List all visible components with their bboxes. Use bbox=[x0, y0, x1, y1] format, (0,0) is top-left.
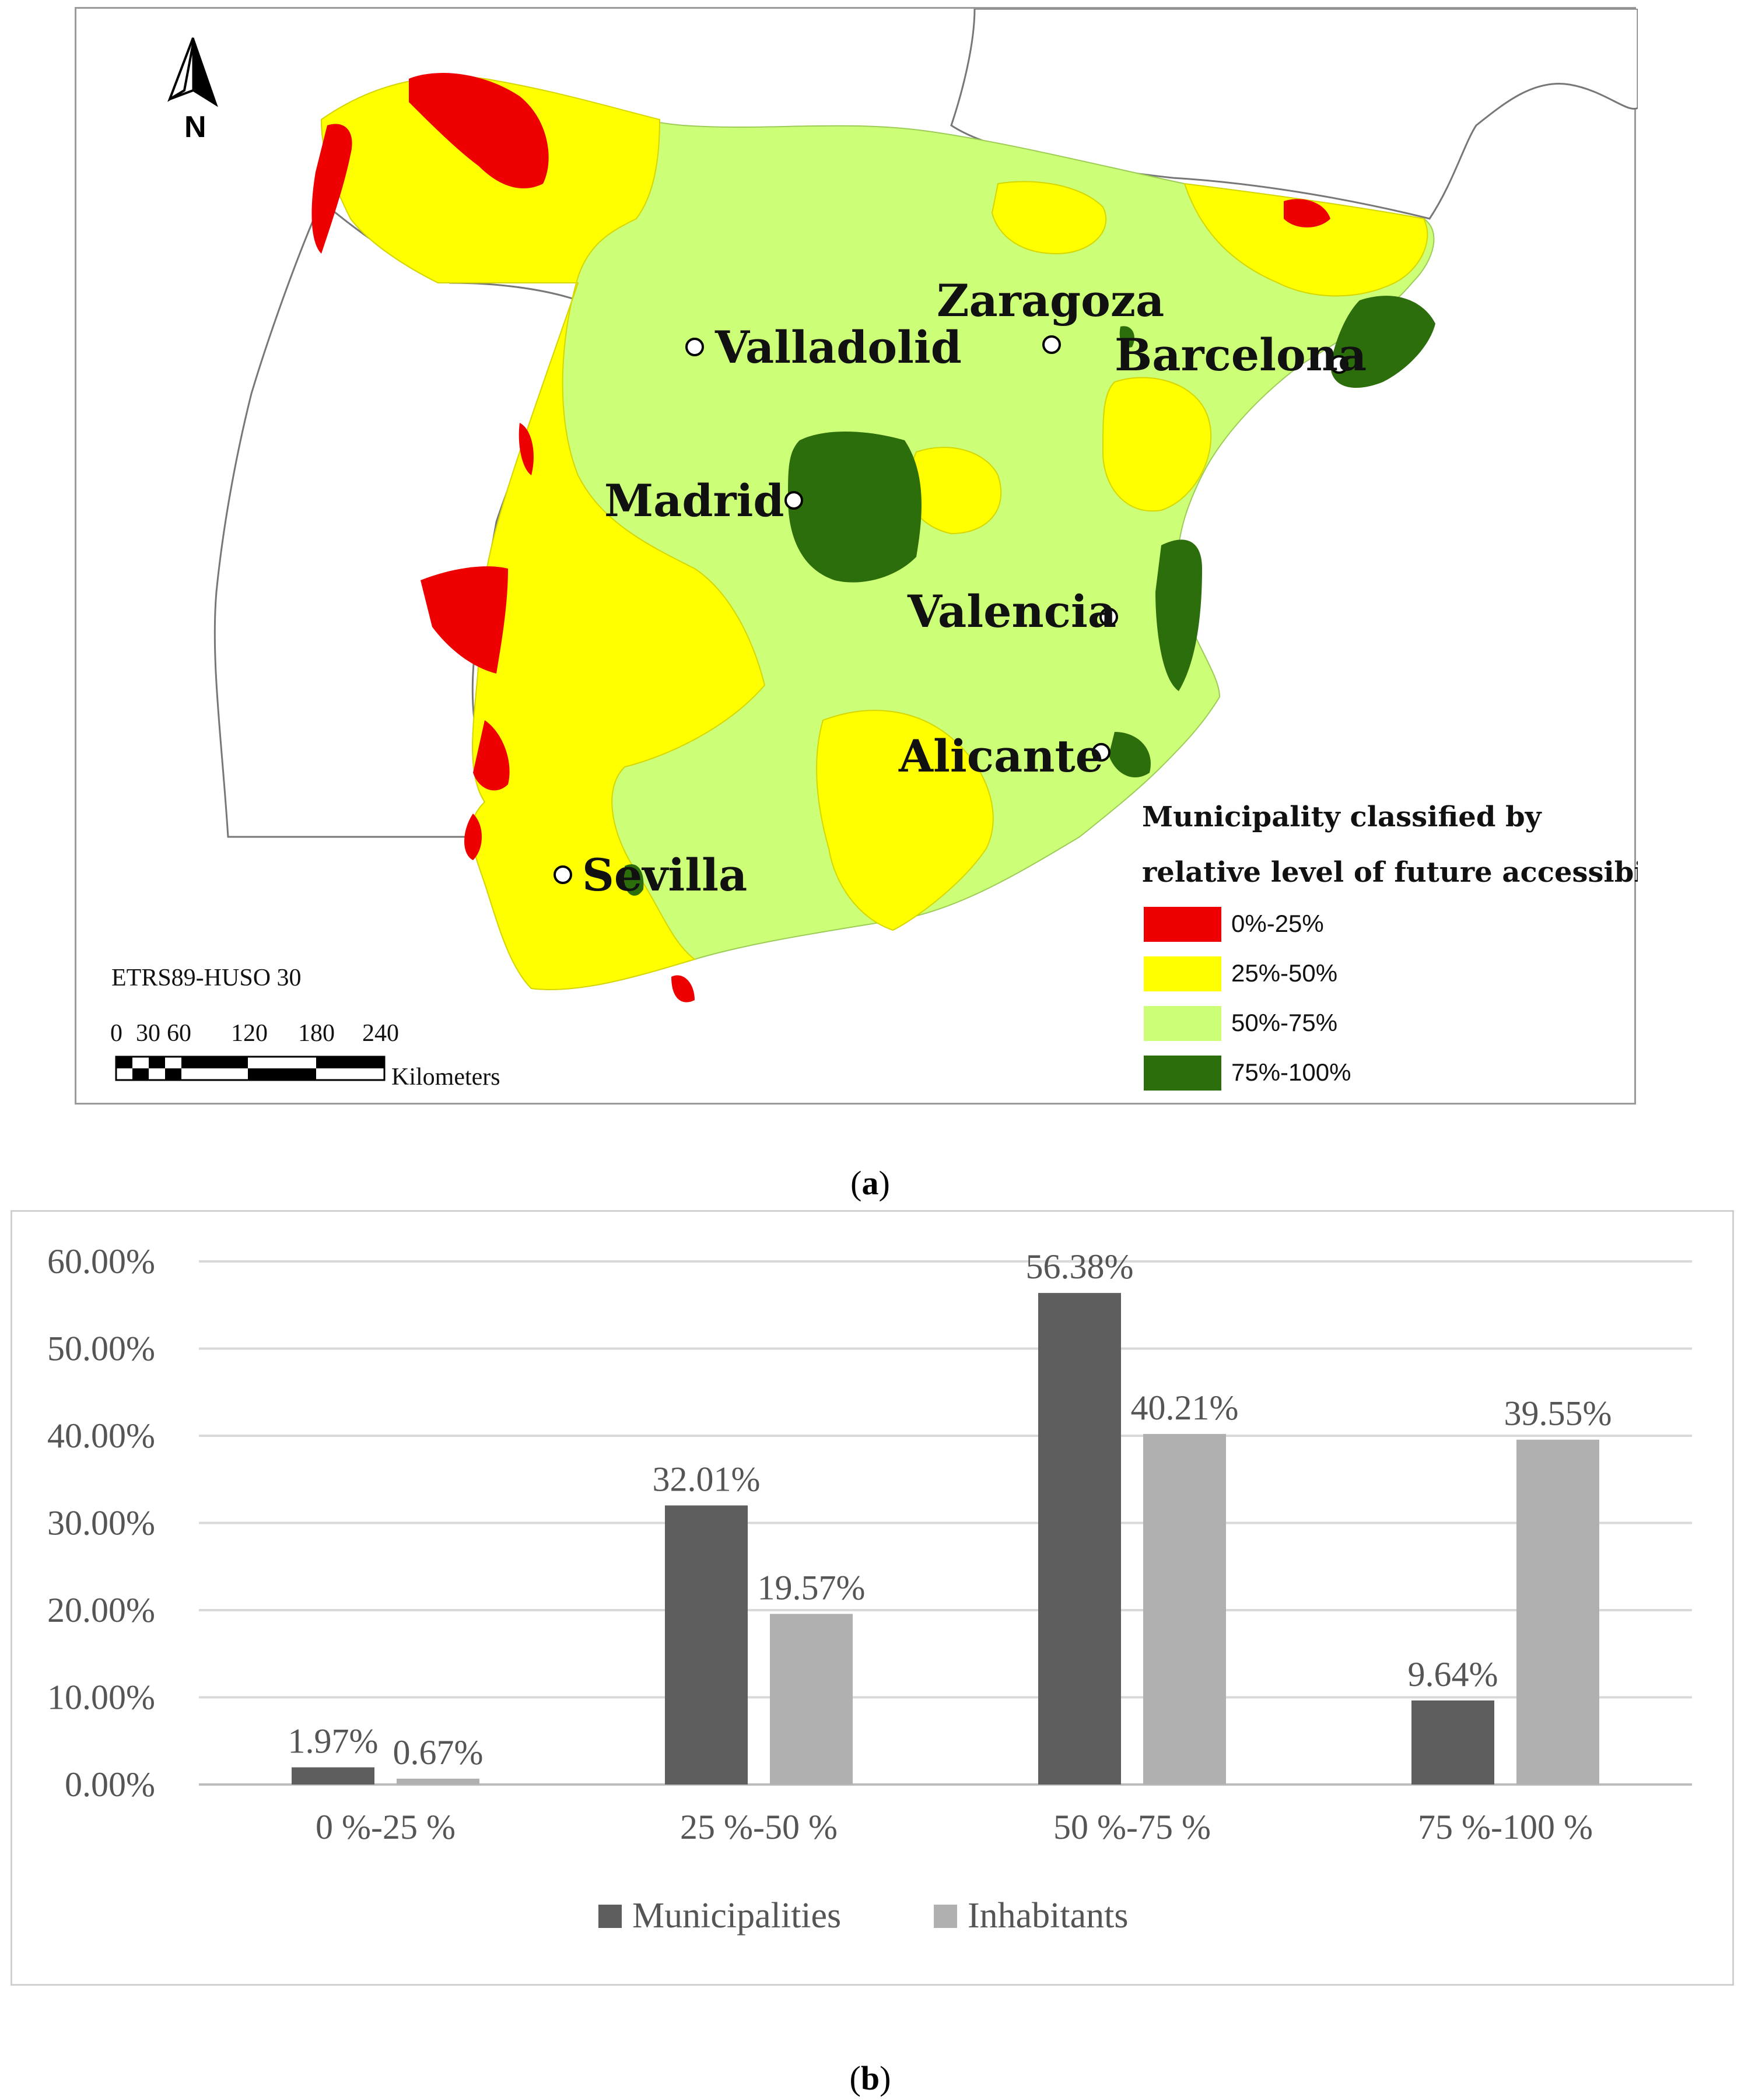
region-25-50-east bbox=[1102, 377, 1212, 512]
bar-municipalities bbox=[1038, 1293, 1121, 1785]
city-barcelona: Barcelona bbox=[1115, 329, 1367, 381]
city-label-barcelona: Barcelona bbox=[1115, 329, 1367, 381]
legend-title-line2: relative level of future accessibility bbox=[1142, 856, 1638, 889]
legend-swatch-75-100 bbox=[1144, 1056, 1221, 1091]
region-0-25-south bbox=[671, 975, 695, 1002]
projection-label: ETRS89-HUSO 30 bbox=[111, 965, 302, 991]
legend-title-line1: Municipality classified by bbox=[1142, 801, 1543, 833]
scale-tick-120: 120 bbox=[231, 1020, 268, 1047]
x-tick-label: 75 %-100 % bbox=[1418, 1808, 1593, 1846]
legend-label-municipalities: Municipalities bbox=[632, 1896, 841, 1936]
city-label-madrid: Madrid bbox=[604, 475, 784, 527]
caption-a: (a) bbox=[850, 1164, 890, 1202]
y-tick-label: 10.00% bbox=[47, 1678, 155, 1717]
region-75-100-madrid bbox=[788, 432, 922, 583]
y-tick-label: 50.00% bbox=[47, 1330, 155, 1368]
legend-label-0-25: 0%-25% bbox=[1231, 910, 1324, 937]
x-tick-label: 0 %-25 % bbox=[316, 1808, 456, 1846]
bar-value-label: 9.64% bbox=[1408, 1655, 1498, 1694]
region-75-100-sevilla bbox=[625, 864, 644, 896]
bar-municipalities bbox=[665, 1505, 748, 1785]
region-75-100-barcelona bbox=[1330, 296, 1435, 388]
bar-municipalities bbox=[1411, 1700, 1494, 1785]
north-arrow bbox=[167, 37, 218, 107]
bar-value-label: 1.97% bbox=[288, 1722, 379, 1761]
region-75-100-valencia bbox=[1155, 539, 1202, 691]
bar-inhabitants bbox=[397, 1778, 479, 1785]
bar-value-label: 0.67% bbox=[393, 1733, 484, 1772]
map-panel: N Zaragoza Valladolid Barcelona Madrid V… bbox=[75, 7, 1638, 1105]
city-label-valladolid: Valladolid bbox=[714, 321, 962, 373]
y-tick-label: 20.00% bbox=[47, 1591, 155, 1629]
legend-swatch-50-75 bbox=[1144, 1006, 1221, 1041]
bar-value-label: 32.01% bbox=[653, 1460, 761, 1498]
y-tick-label: 0.00% bbox=[65, 1765, 155, 1804]
scale-tick-240: 240 bbox=[362, 1020, 399, 1047]
bar-inhabitants bbox=[770, 1614, 853, 1785]
bar-value-label: 39.55% bbox=[1504, 1394, 1612, 1433]
y-tick-label: 60.00% bbox=[47, 1242, 155, 1281]
region-0-25-pyrenees bbox=[1284, 199, 1330, 227]
x-axis-ticks: 0 %-25 % 25 %-50 % 50 %-75 % 75 %-100 % bbox=[316, 1808, 1593, 1846]
bar-labels: 1.97% 0.67% 32.01% 19.57% 56.38% 40.21% 9.64% 3… bbox=[288, 1247, 1612, 1772]
chart-panel: 0.00% 10.00% 20.00% 30.00% 40.00% 50.00% 60.00… bbox=[10, 1210, 1734, 1986]
bar-value-label: 19.57% bbox=[758, 1568, 866, 1607]
region-25-50-west bbox=[320, 76, 766, 990]
legend-label-75-100: 75%-100% bbox=[1231, 1058, 1351, 1086]
legend-swatch-0-25 bbox=[1144, 907, 1221, 942]
scale-bar: 0 30 60 120 180 240 Kilometers bbox=[110, 1020, 500, 1091]
map-figure: N Zaragoza Valladolid Barcelona Madrid V… bbox=[110, 9, 1638, 1091]
x-tick-label: 25 %-50 % bbox=[680, 1808, 838, 1846]
region-0-25-portugal-border-4 bbox=[519, 423, 534, 475]
region-25-50-northeast bbox=[1183, 183, 1428, 297]
legend-swatch-25-50 bbox=[1144, 956, 1221, 991]
y-tick-label: 40.00% bbox=[47, 1417, 155, 1455]
city-label-alicante: Alicante bbox=[898, 730, 1104, 782]
region-25-50-north bbox=[991, 181, 1107, 255]
city-alicante: Alicante bbox=[898, 730, 1111, 782]
region-0-25-portugal-border-2 bbox=[473, 720, 510, 791]
scale-tick-60: 60 bbox=[167, 1020, 191, 1047]
y-axis-ticks: 0.00% 10.00% 20.00% 30.00% 40.00% 50.00% 60.00… bbox=[47, 1242, 155, 1804]
map-legend: Municipality classified by relative leve… bbox=[1142, 801, 1638, 1091]
region-25-50-south bbox=[816, 710, 994, 931]
scale-tick-30: 30 bbox=[136, 1020, 160, 1047]
legend-swatch-municipalities bbox=[598, 1905, 622, 1928]
legend-label-inhabitants: Inhabitants bbox=[968, 1896, 1129, 1936]
region-75-100-alicante bbox=[1109, 732, 1151, 778]
scale-tick-180: 180 bbox=[298, 1020, 335, 1047]
city-label-valencia: Valencia bbox=[907, 586, 1116, 637]
region-75-100-zaragoza bbox=[1119, 326, 1134, 348]
bar-chart: 0.00% 10.00% 20.00% 30.00% 40.00% 50.00% 60.00… bbox=[47, 1242, 1692, 1936]
region-0-25-portugal-border-1 bbox=[421, 566, 508, 674]
legend-label-25-50: 25%-50% bbox=[1231, 959, 1337, 987]
x-tick-label: 50 %-75 % bbox=[1053, 1808, 1211, 1846]
bar-inhabitants bbox=[1516, 1439, 1599, 1785]
region-0-25-northwest bbox=[409, 73, 549, 189]
france-outline bbox=[950, 9, 1638, 220]
city-label-zaragoza: Zaragoza bbox=[937, 275, 1164, 327]
bar-inhabitants bbox=[1143, 1433, 1226, 1785]
legend-swatch-inhabitants bbox=[934, 1905, 957, 1928]
scale-unit: Kilometers bbox=[391, 1064, 500, 1091]
chart-legend: Municipalities Inhabitants bbox=[598, 1896, 1129, 1936]
bars bbox=[292, 1293, 1599, 1785]
north-label: N bbox=[184, 110, 206, 144]
region-0-25-portugal-border-3 bbox=[464, 814, 482, 860]
scale-tick-0: 0 bbox=[110, 1020, 122, 1047]
region-0-25-galicia bbox=[311, 124, 352, 254]
city-madrid: Madrid bbox=[604, 475, 803, 527]
city-valladolid: Valladolid bbox=[685, 321, 962, 373]
bar-value-label: 56.38% bbox=[1026, 1247, 1134, 1286]
bar-value-label: 40.21% bbox=[1131, 1389, 1239, 1427]
bar-municipalities bbox=[292, 1767, 374, 1785]
city-valencia: Valencia bbox=[907, 586, 1118, 637]
city-zaragoza: Zaragoza bbox=[937, 275, 1164, 354]
caption-b: (b) bbox=[849, 2059, 891, 2097]
city-sevilla: Sevilla bbox=[554, 849, 747, 901]
y-tick-label: 30.00% bbox=[47, 1504, 155, 1542]
legend-label-50-75: 50%-75% bbox=[1231, 1009, 1337, 1036]
city-label-sevilla: Sevilla bbox=[582, 849, 747, 901]
